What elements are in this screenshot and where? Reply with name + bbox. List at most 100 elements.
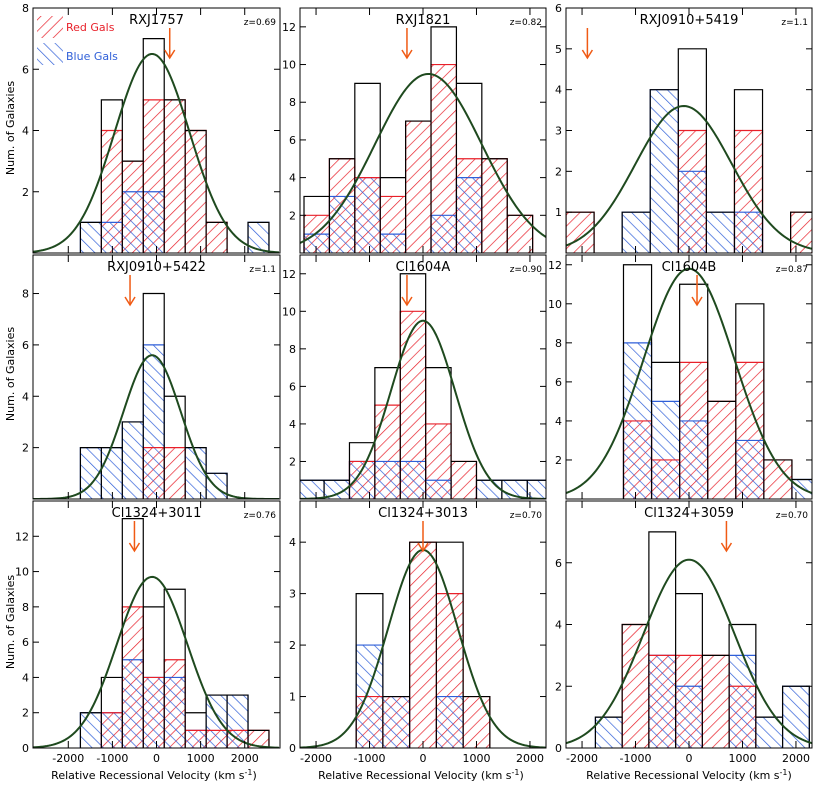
panel-title: Cl1324+3013 — [378, 506, 468, 521]
x-tick-label: 0 — [153, 752, 160, 765]
red-bar — [206, 222, 228, 253]
blue-bar — [648, 655, 676, 748]
redshift-label: z=1.1 — [781, 18, 808, 28]
total-outline — [303, 26, 534, 253]
y-tick-label: 12 — [548, 259, 562, 272]
gaussian-fit — [33, 575, 280, 748]
blue-bar — [595, 717, 623, 748]
panel-title: RXJ1821 — [396, 13, 451, 28]
y-tick-label: 4 — [555, 415, 562, 428]
x-tick-label: -1000 — [96, 752, 128, 765]
red-bar — [463, 696, 490, 748]
red-bar — [622, 624, 649, 748]
legend: Red Gals Blue Gals — [37, 16, 118, 65]
y-tick-label: 10 — [282, 59, 296, 72]
blue-bar — [80, 222, 102, 253]
y-tick-label: 6 — [289, 134, 296, 147]
y-tick-label: 8 — [22, 601, 29, 614]
blue-bar — [650, 89, 679, 253]
x-tick-label: -2000 — [52, 752, 84, 765]
y-tick-label: 2 — [289, 455, 296, 468]
panel-5: 2 4 6 8 10 12 Cl1604B z=0.87 — [548, 254, 813, 500]
red-bar — [707, 401, 736, 499]
total-outline — [622, 264, 812, 499]
blue-bar — [436, 696, 464, 748]
arrow-head-icon — [124, 296, 136, 307]
y-tick-label: 2 — [289, 639, 296, 652]
x-tick-label: 0 — [420, 752, 427, 765]
blue-bar — [456, 177, 482, 253]
x-tick-label: 1000 — [728, 752, 756, 765]
y-tick-label: 8 — [289, 96, 296, 109]
total-outline — [594, 531, 810, 748]
y-tick-label: 8 — [22, 2, 29, 15]
blue-bar — [185, 447, 207, 499]
y-tick-label: 0 — [22, 742, 29, 755]
blue-bar — [400, 461, 426, 499]
red-bar — [164, 99, 186, 253]
blue-bar — [206, 473, 228, 499]
blue-bar — [675, 686, 703, 748]
blue-bar — [324, 480, 350, 499]
plot-area — [33, 518, 280, 748]
legend-red-label: Red Gals — [66, 21, 115, 34]
blue-bar — [143, 677, 165, 748]
redshift-label: z=0.69 — [244, 18, 277, 28]
red-bar — [405, 121, 432, 253]
panel-6: 0 2 4 6 8 10 12 -2000 -1000 0 1000 2000 Cl1324+3011 z… — [15, 500, 281, 765]
blue-bar — [476, 480, 502, 499]
plot-area — [33, 292, 280, 499]
y-tick-label: 2 — [555, 680, 562, 693]
redshift-label: z=0.76 — [244, 511, 277, 521]
blue-bar — [735, 440, 764, 499]
blue-bar — [143, 191, 165, 253]
x-axis-label-main: Relative Recessional Velocity (km s — [51, 769, 245, 782]
plot-area — [566, 531, 812, 748]
blue-bar — [143, 344, 165, 499]
red-bar — [451, 461, 477, 499]
blue-bar — [354, 177, 381, 253]
x-axis-label-end: ) — [253, 769, 257, 782]
y-tick-label: 8 — [289, 343, 296, 356]
blue-bar — [425, 480, 452, 499]
blue-bar — [304, 234, 330, 253]
x-axis-label-end: ) — [788, 769, 792, 782]
total-outline — [79, 38, 270, 253]
y-axis-label: Num. of Galaxies — [4, 327, 17, 421]
y-tick-label: 4 — [22, 390, 29, 403]
x-tick-label: -1000 — [354, 752, 386, 765]
panel-title: Cl1604B — [662, 260, 717, 275]
arrow-head-icon — [720, 542, 733, 553]
gaussian-fit — [566, 105, 812, 250]
x-axis-label-main: Relative Recessional Velocity (km s — [318, 769, 512, 782]
panel-7: 0 1 2 3 4 -2000 -1000 0 1000 2000 Cl1324+3013 z=0.7… — [289, 500, 547, 765]
x-axis-label-sup: -1 — [780, 768, 788, 777]
legend-blue-label: Blue Gals — [66, 50, 118, 63]
arrow-head-icon — [417, 542, 429, 553]
x-axis-label-main: Relative Recessional Velocity (km s — [586, 769, 780, 782]
y-tick-label: 1 — [555, 206, 562, 219]
red-bar — [248, 730, 269, 748]
blue-bar — [300, 480, 325, 499]
plot-area — [33, 38, 280, 253]
plot-area — [566, 264, 812, 499]
x-axis-label-end: ) — [520, 769, 524, 782]
arrow-head-icon — [164, 49, 176, 60]
y-tick-label: 4 — [289, 536, 296, 549]
blue-bar — [122, 421, 144, 499]
panel-title: Cl1604A — [396, 260, 451, 275]
y-tick-label: 10 — [282, 305, 296, 318]
blue-bar — [651, 401, 680, 499]
blue-bar — [382, 696, 410, 748]
blue-bar — [706, 212, 735, 253]
plot-area — [300, 26, 546, 253]
blue-bar — [80, 447, 102, 499]
arrow-head-icon — [691, 296, 703, 307]
blue-bar — [248, 222, 269, 253]
y-tick-label: 10 — [15, 566, 29, 579]
y-tick-label: 0 — [289, 742, 296, 755]
x-tick-label: -2000 — [566, 752, 598, 765]
y-tick-label: 4 — [555, 619, 562, 632]
blue-bar — [431, 215, 457, 253]
